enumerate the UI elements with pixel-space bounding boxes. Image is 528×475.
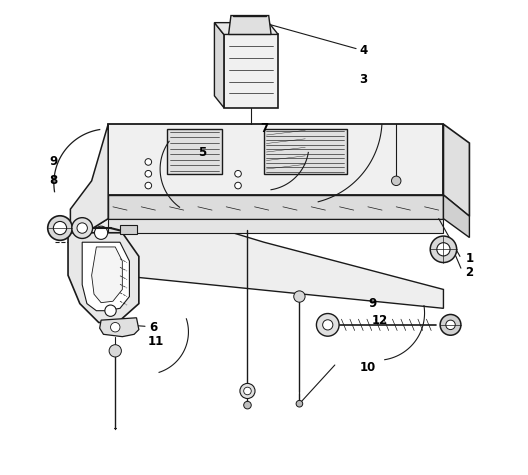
- Text: 9: 9: [50, 155, 58, 169]
- Circle shape: [437, 243, 450, 256]
- Bar: [264, 129, 347, 174]
- Circle shape: [440, 314, 461, 335]
- Text: 9: 9: [369, 297, 377, 310]
- Text: 4: 4: [359, 45, 367, 57]
- Circle shape: [294, 291, 305, 302]
- Text: 10: 10: [360, 361, 376, 374]
- Circle shape: [323, 320, 333, 330]
- Circle shape: [244, 387, 251, 395]
- Polygon shape: [444, 195, 469, 238]
- Circle shape: [77, 223, 88, 233]
- Circle shape: [95, 226, 108, 239]
- Circle shape: [110, 323, 120, 332]
- Circle shape: [316, 314, 339, 336]
- Circle shape: [53, 221, 67, 235]
- Circle shape: [105, 305, 116, 316]
- Circle shape: [296, 400, 303, 407]
- Bar: [167, 129, 222, 174]
- Text: 3: 3: [359, 73, 367, 86]
- Circle shape: [446, 320, 455, 330]
- Circle shape: [72, 218, 92, 238]
- Text: 7: 7: [260, 123, 268, 135]
- Polygon shape: [444, 124, 469, 216]
- Text: 6: 6: [149, 321, 157, 334]
- Text: 5: 5: [199, 146, 207, 159]
- Circle shape: [145, 171, 152, 177]
- Circle shape: [244, 401, 251, 409]
- Polygon shape: [108, 124, 444, 195]
- Text: 1: 1: [465, 252, 474, 265]
- Text: 8: 8: [50, 174, 58, 187]
- Circle shape: [240, 383, 255, 399]
- Circle shape: [430, 236, 457, 263]
- Polygon shape: [224, 35, 278, 108]
- Polygon shape: [229, 16, 271, 35]
- Circle shape: [145, 182, 152, 189]
- Polygon shape: [108, 218, 444, 233]
- Polygon shape: [214, 23, 224, 108]
- Polygon shape: [108, 195, 444, 218]
- Polygon shape: [70, 195, 444, 308]
- Circle shape: [48, 216, 72, 240]
- Polygon shape: [92, 247, 122, 303]
- Text: 11: 11: [147, 335, 164, 348]
- Circle shape: [235, 182, 241, 189]
- Polygon shape: [68, 233, 139, 323]
- Circle shape: [235, 171, 241, 177]
- Text: 2: 2: [465, 266, 474, 279]
- Bar: [120, 225, 137, 234]
- Polygon shape: [70, 124, 108, 242]
- Polygon shape: [82, 242, 129, 311]
- Polygon shape: [214, 23, 278, 35]
- Circle shape: [391, 176, 401, 186]
- Circle shape: [145, 159, 152, 165]
- Circle shape: [109, 345, 121, 357]
- Text: 12: 12: [372, 314, 388, 327]
- Polygon shape: [100, 318, 139, 337]
